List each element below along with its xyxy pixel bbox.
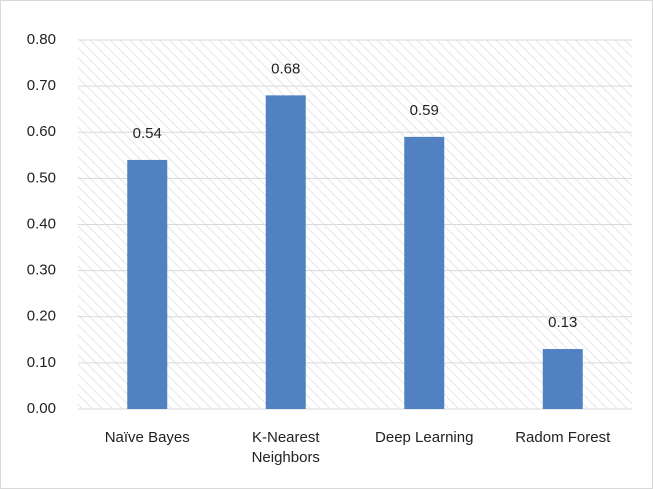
y-tick-label: 0.10 [27,354,56,371]
data-label: 0.68 [271,60,300,77]
x-tick-label: Deep Learning [375,429,474,446]
bar [127,159,168,409]
x-tick-label: Naïve Bayes [104,429,190,446]
bar [404,136,445,410]
y-tick-label: 0.50 [27,169,56,186]
x-tick-label: Radom Forest [515,429,611,446]
y-tick-label: 0.60 [27,123,56,140]
y-tick-label: 0.80 [27,31,56,48]
bar [265,95,306,409]
data-label: 0.54 [133,125,162,142]
bar [542,349,583,409]
data-label: 0.13 [548,314,577,331]
data-label: 0.59 [410,102,439,119]
x-tick-label: K-Nearest Neighbors [251,429,320,466]
y-tick-label: 0.00 [27,400,56,417]
y-tick-label: 0.30 [27,262,56,279]
y-tick-label: 0.70 [27,77,56,94]
y-tick-label: 0.20 [27,308,56,325]
y-tick-label: 0.40 [27,215,56,232]
